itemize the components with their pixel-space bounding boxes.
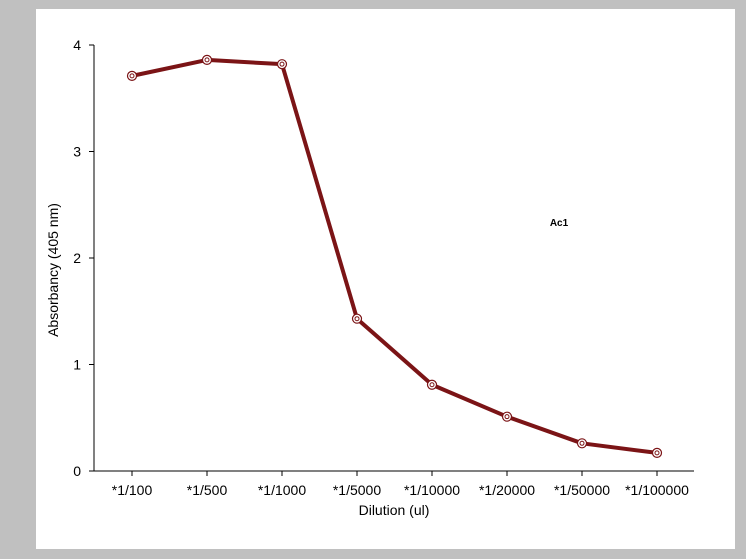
x-tick-label: *1/10000 bbox=[404, 482, 460, 498]
x-tick-label: *1/100000 bbox=[625, 482, 689, 498]
y-tick-label: 4 bbox=[73, 37, 81, 53]
data-point bbox=[276, 59, 288, 70]
x-tick-label: *1/100 bbox=[112, 482, 153, 498]
x-tick-label: *1/20000 bbox=[479, 482, 535, 498]
data-point bbox=[501, 411, 513, 422]
axes: 0 1 2 3 4 *1/100 *1/500 *1/1000 *1/5000 *1/10000 *… bbox=[73, 37, 694, 498]
x-axis-title: Dilution (ul) bbox=[359, 502, 430, 518]
series-line bbox=[130, 57, 659, 455]
plot-panel: 0 1 2 3 4 *1/100 *1/500 *1/1000 *1/5000 *1/10000 *… bbox=[36, 9, 735, 549]
x-tick-label: *1/50000 bbox=[554, 482, 610, 498]
x-tick-label: *1/1000 bbox=[258, 482, 306, 498]
line-chart: 0 1 2 3 4 *1/100 *1/500 *1/1000 *1/5000 *1/10000 *… bbox=[45, 37, 694, 518]
y-axis-title: Absorbancy (405 nm) bbox=[45, 203, 61, 337]
data-point-inner bbox=[279, 61, 285, 67]
y-tick-label: 2 bbox=[73, 250, 81, 266]
series-layer bbox=[126, 54, 663, 458]
data-point-inner bbox=[579, 440, 585, 446]
data-point bbox=[426, 379, 438, 390]
y-tick-label: 0 bbox=[73, 463, 81, 479]
data-point-inner bbox=[204, 57, 210, 63]
data-point-inner bbox=[654, 450, 660, 456]
data-point bbox=[126, 70, 138, 81]
y-tick-label: 1 bbox=[73, 357, 81, 373]
data-point bbox=[351, 313, 363, 324]
data-point-inner bbox=[354, 316, 360, 322]
data-point-inner bbox=[129, 73, 135, 79]
data-point bbox=[651, 447, 663, 458]
x-tick-label: *1/5000 bbox=[333, 482, 381, 498]
data-point-inner bbox=[504, 414, 510, 420]
data-point bbox=[576, 438, 588, 449]
series-annotation: Ac1 bbox=[550, 218, 569, 229]
x-tick-label: *1/500 bbox=[187, 482, 228, 498]
y-tick-label: 3 bbox=[73, 144, 81, 160]
data-point bbox=[201, 54, 213, 66]
data-point-inner bbox=[429, 382, 435, 388]
